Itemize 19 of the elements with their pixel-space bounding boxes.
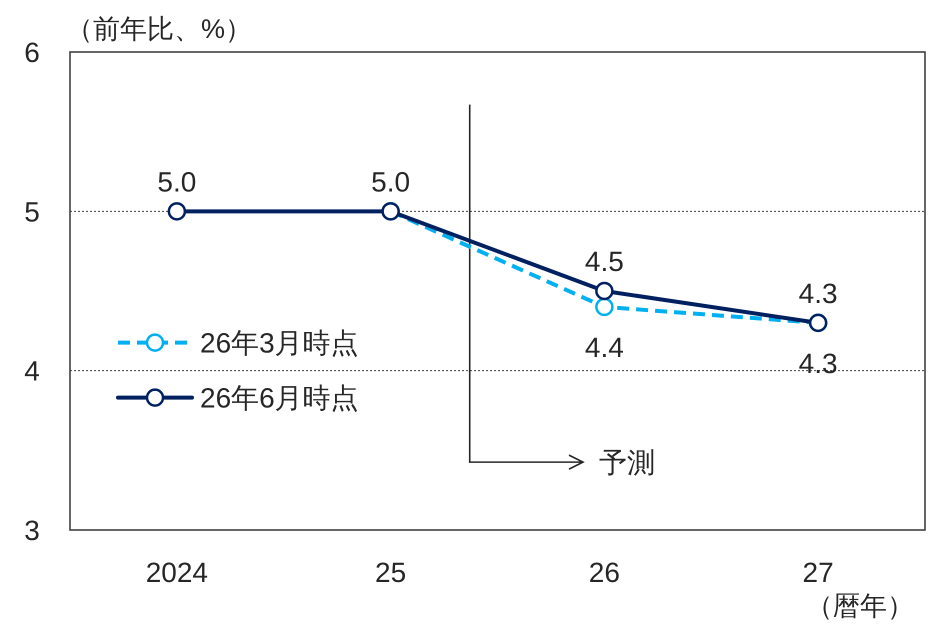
y-tick-label: 6: [24, 37, 40, 68]
legend-label: 26年6月時点: [200, 382, 359, 414]
y-tick-label: 3: [24, 515, 40, 546]
data-label: 4.4: [584, 332, 624, 363]
data-label: 4.5: [584, 246, 624, 277]
legend-label: 26年3月時点: [200, 328, 359, 359]
y-tick-label: 5: [24, 196, 40, 228]
y-axis-title: （前年比、%）: [66, 14, 252, 44]
x-tick-label: 26: [588, 557, 620, 588]
y-tick-label: 4: [24, 356, 40, 387]
x-tick-label: 2024: [146, 557, 208, 588]
data-label: 5.0: [371, 166, 410, 198]
data-label: 4.3: [798, 278, 838, 309]
x-tick-label: 27: [802, 557, 834, 588]
data-label: 5.0: [157, 166, 196, 198]
annotation: 予測: [599, 447, 655, 478]
x-axis-title: （暦年）: [806, 591, 914, 621]
x-tick-label: 25: [375, 557, 406, 588]
data-label: 4.3: [798, 348, 838, 379]
